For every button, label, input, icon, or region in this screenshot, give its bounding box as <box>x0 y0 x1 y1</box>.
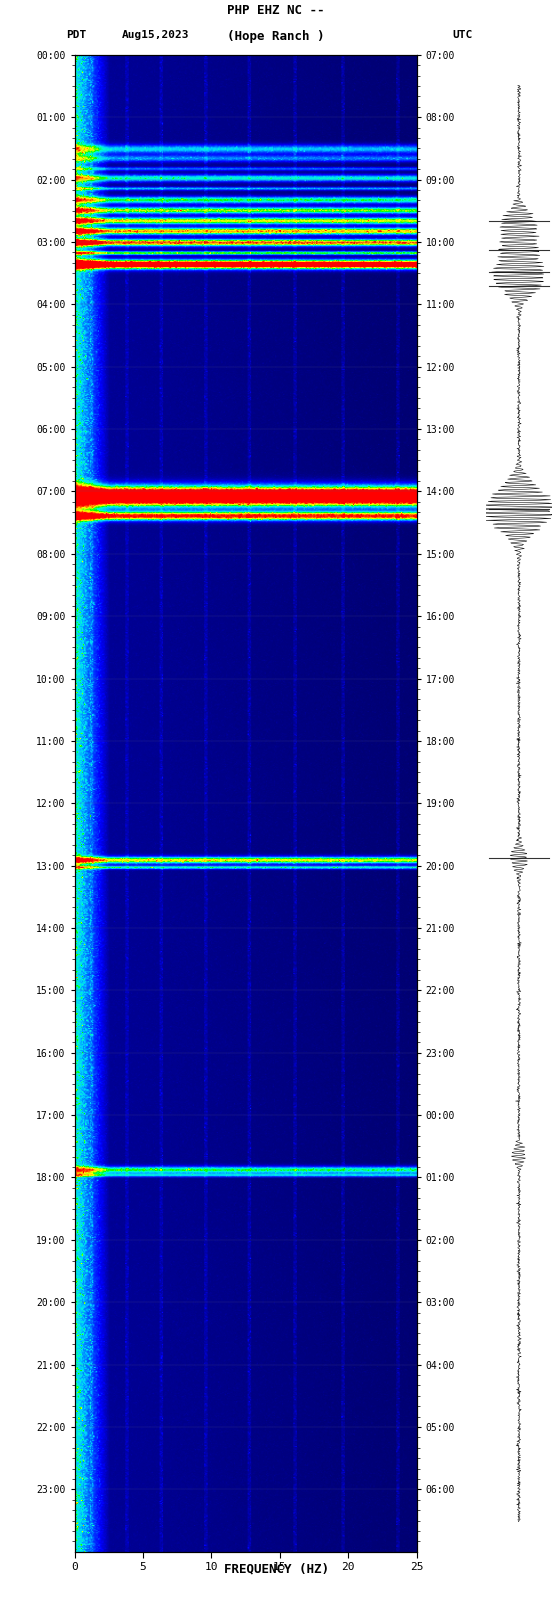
Text: PHP EHZ NC --: PHP EHZ NC -- <box>227 5 325 18</box>
Text: PDT: PDT <box>66 31 87 40</box>
Text: UTC: UTC <box>453 31 473 40</box>
Text: USGS: USGS <box>14 18 47 31</box>
Text: Aug15,2023: Aug15,2023 <box>121 31 189 40</box>
Text: FREQUENCY (HZ): FREQUENCY (HZ) <box>224 1563 328 1576</box>
Text: (Hope Ranch ): (Hope Ranch ) <box>227 31 325 44</box>
